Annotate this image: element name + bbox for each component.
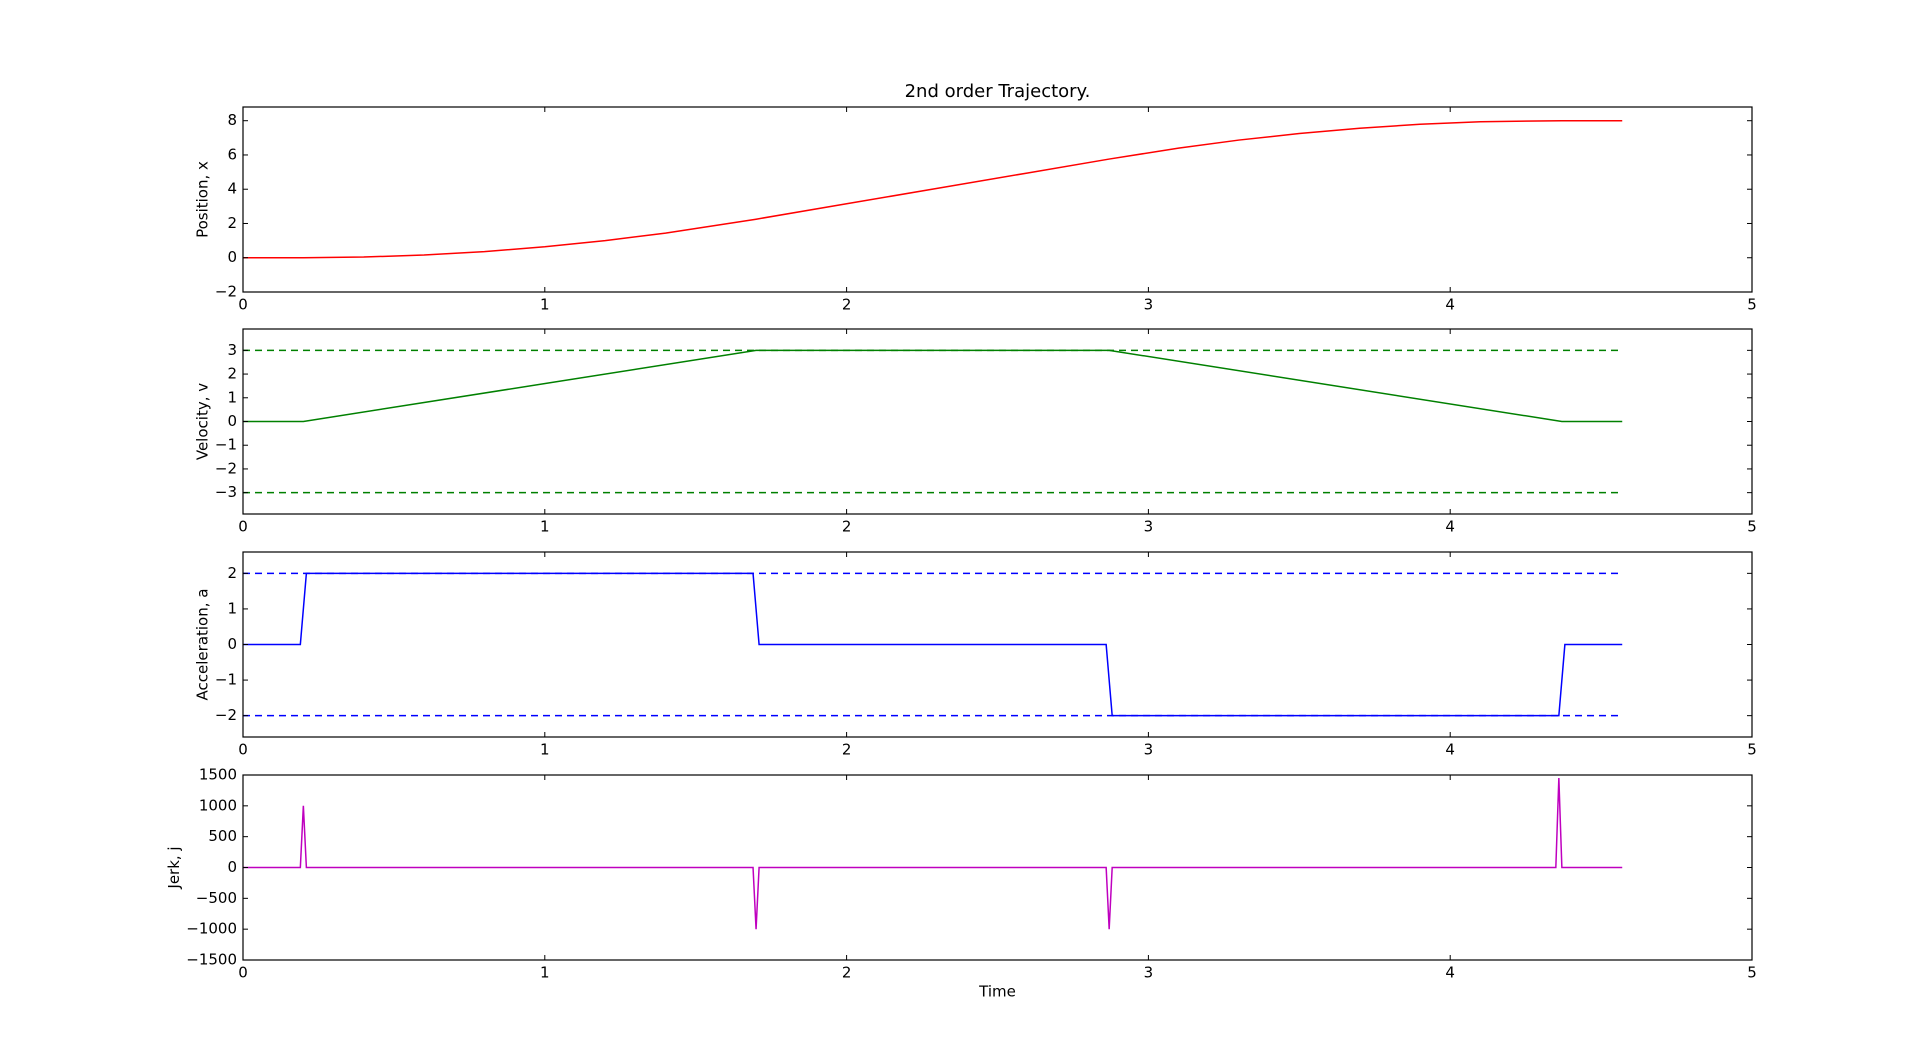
y-tick-label: −1000: [186, 920, 237, 938]
x-tick-label: 0: [238, 741, 248, 759]
axes-frame: [242, 328, 1753, 515]
x-tick-label: 5: [1747, 296, 1757, 314]
x-tick-label: 4: [1445, 741, 1455, 759]
y-tick-label: 1000: [199, 796, 237, 814]
x-tick-label: 1: [540, 964, 550, 982]
y-tick-label: 2: [227, 564, 237, 582]
y-tick-label: 1: [227, 388, 237, 406]
data-line: [243, 119, 1623, 259]
x-tick-label: 4: [1445, 518, 1455, 536]
x-tick-label: 3: [1144, 741, 1154, 759]
data-line: [243, 349, 1623, 423]
x-tick-label: 5: [1747, 518, 1757, 536]
x-tick-label: 0: [238, 964, 248, 982]
y-tick-label: 2: [227, 365, 237, 383]
y-tick-label: 0: [227, 248, 237, 266]
x-tick-label: 5: [1747, 964, 1757, 982]
y-axis-label: Acceleration, a: [193, 589, 211, 701]
y-tick-label: −2: [215, 459, 237, 477]
x-tick-label: 1: [540, 518, 550, 536]
y-tick-label: 1500: [199, 766, 237, 784]
y-tick-label: 3: [227, 341, 237, 359]
x-tick-label: 1: [540, 741, 550, 759]
y-tick-label: 4: [227, 180, 237, 198]
y-tick-label: −2: [215, 706, 237, 724]
y-axis-label: Velocity, v: [193, 383, 211, 460]
x-axis-label: Time: [978, 983, 1016, 1001]
x-tick-label: 1: [540, 296, 550, 314]
x-tick-label: 5: [1747, 741, 1757, 759]
y-tick-label: 0: [227, 412, 237, 430]
y-tick-label: 8: [227, 111, 237, 129]
x-tick-label: 0: [238, 296, 248, 314]
y-tick-label: 0: [227, 858, 237, 876]
data-line: [243, 572, 1623, 717]
x-tick-label: 2: [842, 518, 852, 536]
y-tick-label: 0: [227, 635, 237, 653]
x-tick-label: 0: [238, 518, 248, 536]
y-tick-label: 500: [208, 827, 237, 845]
y-axis-label: Position, x: [193, 161, 211, 238]
y-tick-label: −2: [215, 283, 237, 301]
x-tick-label: 4: [1445, 296, 1455, 314]
x-tick-label: 2: [842, 964, 852, 982]
y-tick-label: −1: [215, 436, 237, 454]
data-line: [243, 778, 1623, 930]
y-tick-label: −1: [215, 671, 237, 689]
y-tick-label: −3: [215, 483, 237, 501]
axes-frame: [242, 106, 1753, 293]
y-axis-label: Jerk, j: [165, 846, 183, 889]
y-tick-label: 2: [227, 214, 237, 232]
x-tick-label: 4: [1445, 964, 1455, 982]
y-tick-label: −500: [196, 889, 237, 907]
chart-title: 2nd order Trajectory.: [905, 81, 1091, 102]
y-tick-label: −1500: [186, 951, 237, 969]
x-tick-label: 2: [842, 296, 852, 314]
y-tick-label: 1: [227, 599, 237, 617]
x-tick-label: 2: [842, 741, 852, 759]
x-tick-label: 3: [1144, 296, 1154, 314]
x-tick-label: 3: [1144, 964, 1154, 982]
x-tick-label: 3: [1144, 518, 1154, 536]
y-tick-label: 6: [227, 145, 237, 163]
